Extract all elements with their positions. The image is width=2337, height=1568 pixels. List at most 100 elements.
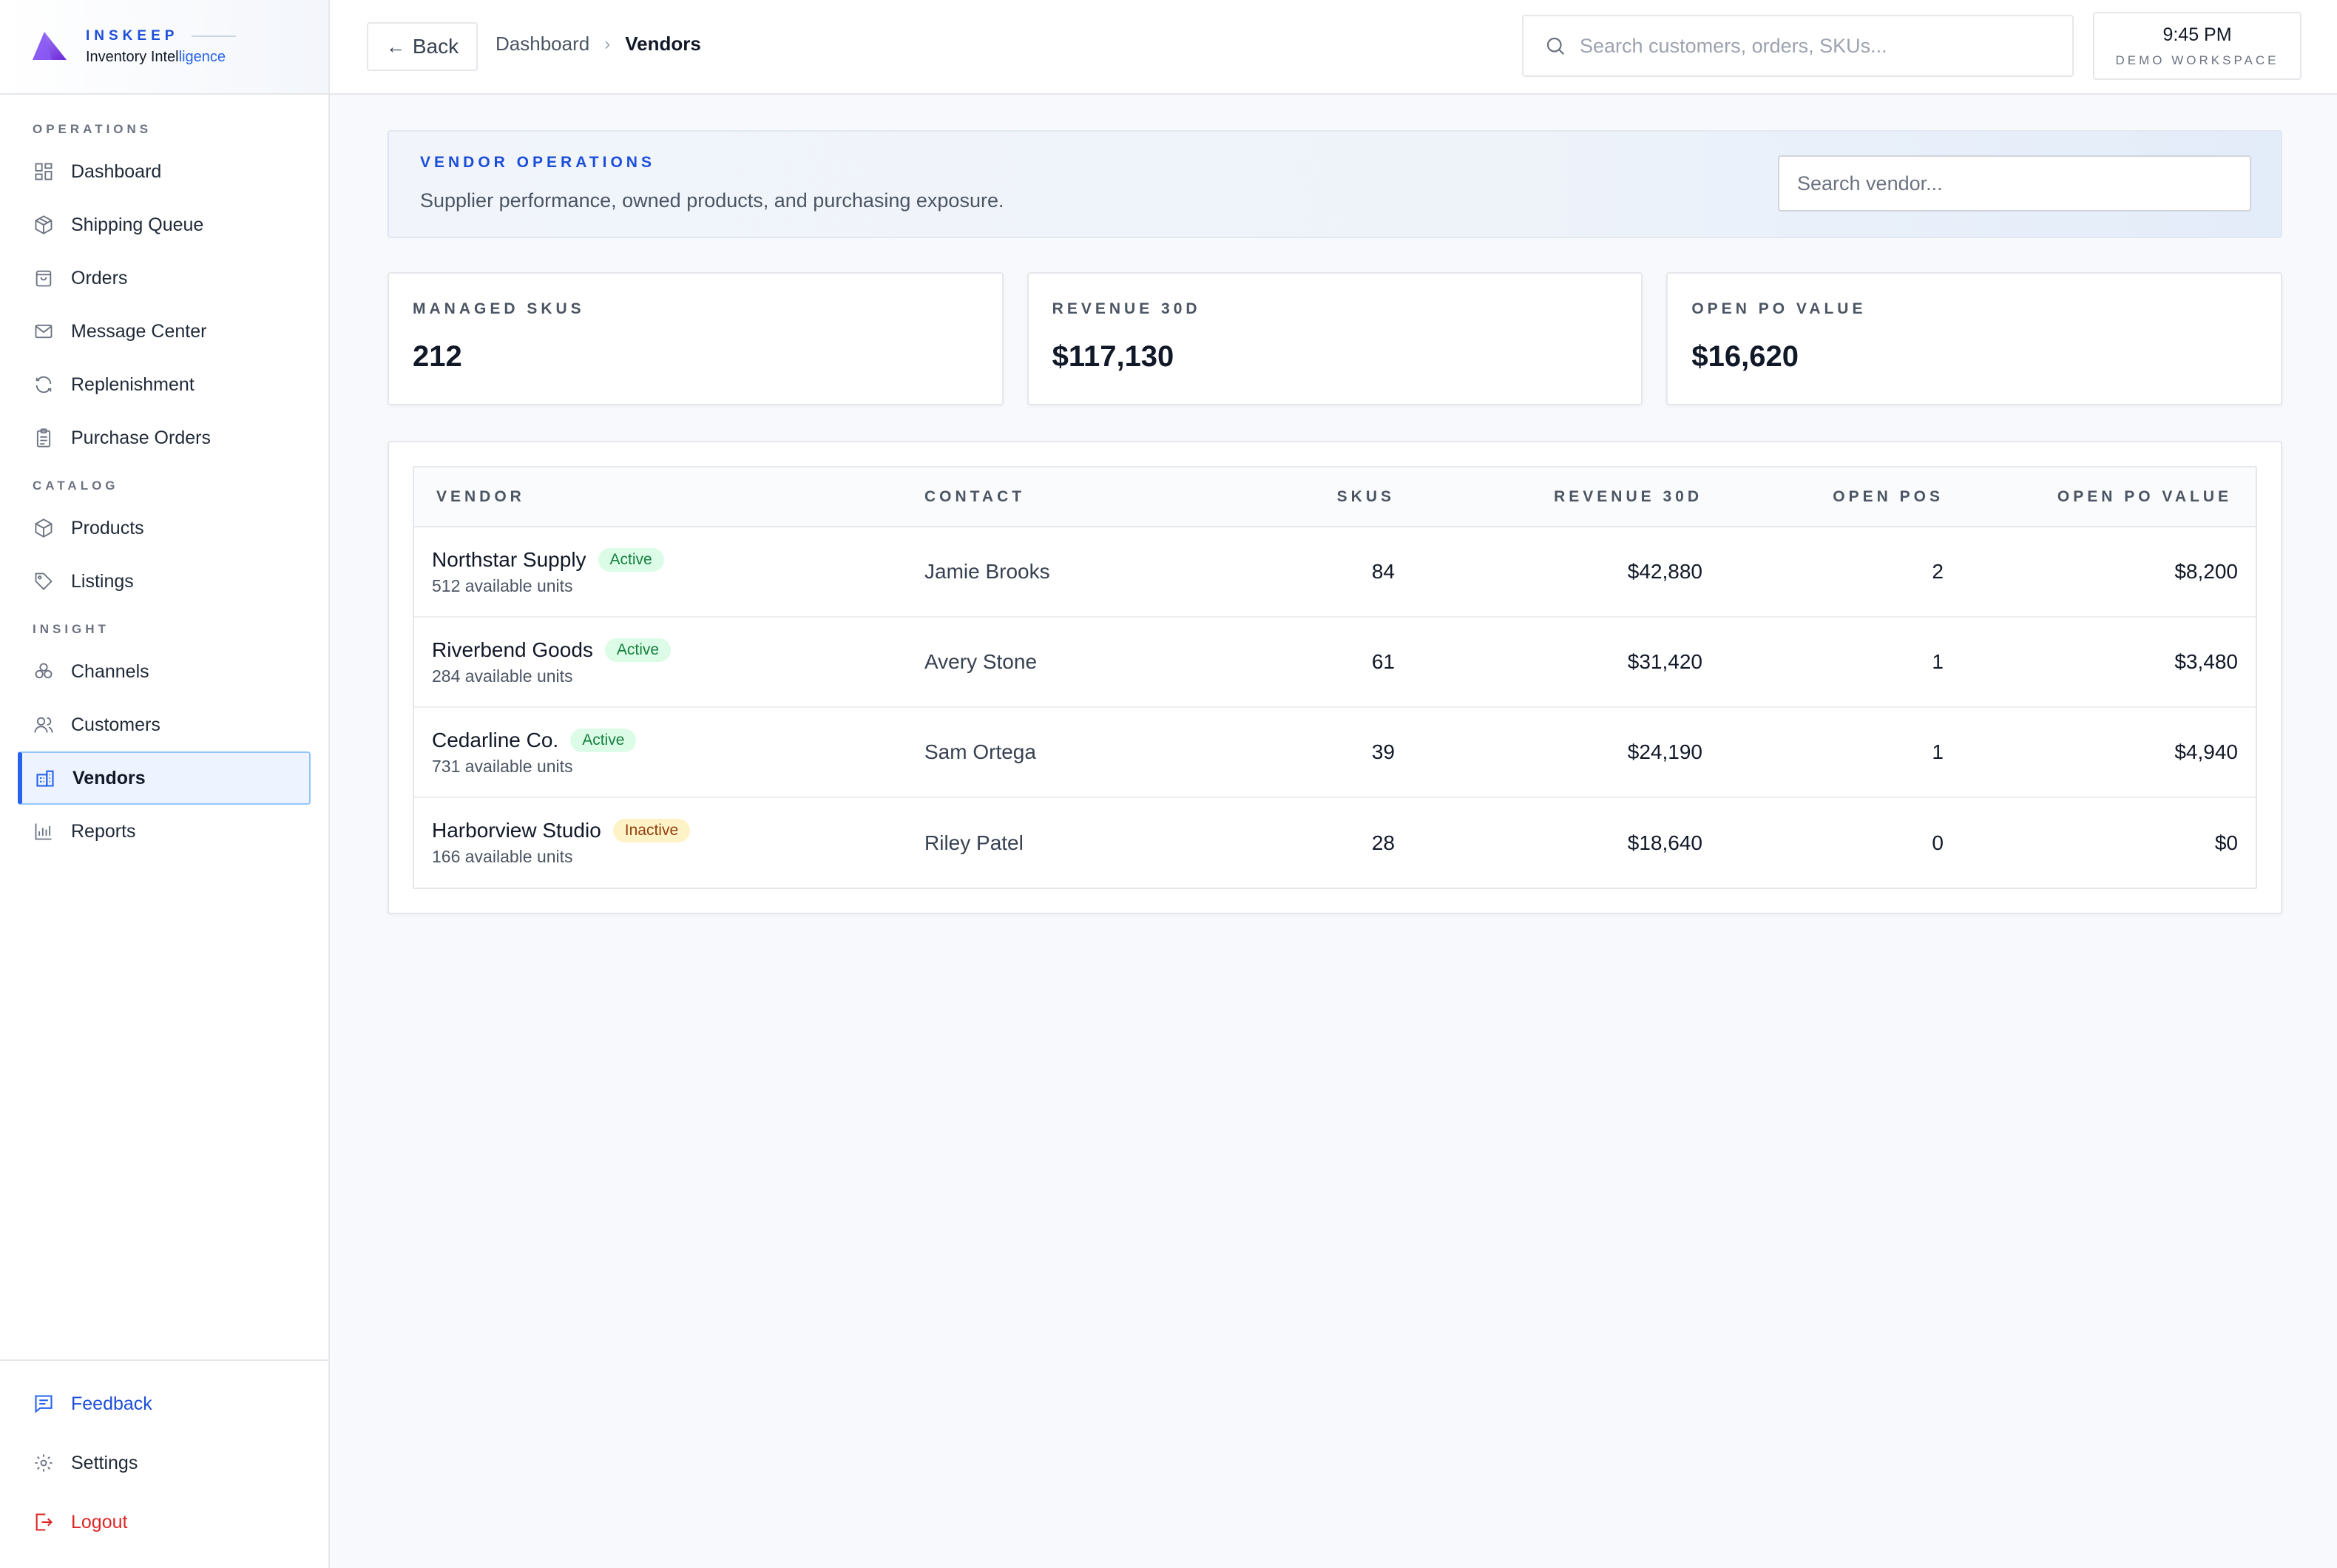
- open-pos-cell: 0: [1932, 831, 1944, 854]
- table-header-row: VENDOR CONTACT SKUS REVENUE 30D OPEN POS…: [414, 467, 2256, 527]
- back-button[interactable]: ← Back: [367, 22, 478, 71]
- tag-icon: [33, 570, 55, 592]
- bag-icon: [33, 267, 55, 289]
- column-header-open-po-value[interactable]: OPEN PO VALUE: [1944, 467, 2256, 527]
- sidebar-item-label: Reports: [71, 820, 136, 842]
- vendor-name-row: Riverbend Goods Active: [432, 638, 924, 662]
- contact-cell: Sam Ortega: [924, 740, 1036, 763]
- skus-cell: 39: [1371, 740, 1395, 763]
- revenue-cell: $31,420: [1627, 650, 1702, 673]
- open-po-value-cell: $3,480: [2174, 650, 2238, 673]
- sidebar-item-listings[interactable]: Listings: [18, 555, 311, 608]
- vendor-name[interactable]: Harborview Studio: [432, 819, 601, 842]
- sidebar-item-label: Message Center: [71, 320, 207, 342]
- clock-time: 9:45 PM: [2162, 24, 2232, 45]
- sidebar-item-dashboard[interactable]: Dashboard: [18, 145, 311, 198]
- back-label: Back: [412, 35, 459, 58]
- breadcrumb-dashboard-link[interactable]: Dashboard: [496, 33, 590, 55]
- sidebar-item-reports[interactable]: Reports: [18, 805, 311, 858]
- section-label-operations: OPERATIONS: [33, 122, 152, 136]
- vendor-cell: Harborview Studio Inactive 166 available…: [414, 797, 924, 888]
- vendor-name[interactable]: Riverbend Goods: [432, 638, 593, 661]
- column-header-revenue-30d[interactable]: REVENUE 30D: [1395, 467, 1702, 527]
- refresh-icon: [33, 374, 55, 396]
- table-row[interactable]: Northstar Supply Active 512 available un…: [414, 527, 2256, 617]
- main-content: VENDOR OPERATIONS Supplier performance, …: [330, 95, 2337, 1568]
- skus-cell: 84: [1371, 560, 1395, 583]
- brand[interactable]: INSKEEP Inventory Intelligence: [0, 0, 328, 95]
- bar-chart-icon: [33, 820, 55, 842]
- channels-icon: [33, 660, 55, 683]
- sidebar-item-label: Dashboard: [71, 160, 162, 182]
- contact-cell: Riley Patel: [924, 831, 1024, 854]
- brand-subtitle-prefix: Inventory Intel: [86, 48, 179, 65]
- status-badge: Active: [604, 638, 672, 662]
- vendors-table-wrapper: VENDOR CONTACT SKUS REVENUE 30D OPEN POS…: [413, 466, 2257, 889]
- vendor-name[interactable]: Northstar Supply: [432, 547, 586, 571]
- table-row[interactable]: Riverbend Goods Active 284 available uni…: [414, 617, 2256, 707]
- sidebar-item-message-center[interactable]: Message Center: [18, 305, 311, 358]
- sidebar-item-orders[interactable]: Orders: [18, 251, 311, 305]
- banner-description: Supplier performance, owned products, an…: [420, 189, 1004, 212]
- settings-label: Settings: [71, 1452, 138, 1473]
- sidebar-item-label: Purchase Orders: [71, 427, 211, 448]
- sidebar-item-shipping-queue[interactable]: Shipping Queue: [18, 198, 311, 251]
- vendor-search: [1778, 155, 2251, 212]
- stat-card-managed-skus: MANAGED SKUS 212: [388, 272, 1004, 405]
- sidebar-footer: Feedback Settings Logout: [0, 1359, 328, 1568]
- logo-icon: [33, 32, 67, 60]
- sidebar-item-channels[interactable]: Channels: [18, 645, 311, 698]
- breadcrumb: Dashboard › Vendors: [496, 33, 701, 55]
- feedback-icon: [33, 1393, 55, 1415]
- sidebar-item-label: Products: [71, 517, 144, 538]
- sidebar-item-customers[interactable]: Customers: [18, 698, 311, 751]
- stat-label: OPEN PO VALUE: [1691, 300, 1867, 317]
- settings-button[interactable]: Settings: [18, 1433, 311, 1493]
- sidebar-item-replenishment[interactable]: Replenishment: [18, 358, 311, 411]
- nav-insight: INSIGHT Channels Customers Vendors Repor…: [0, 608, 328, 858]
- column-header-skus[interactable]: SKUS: [1235, 467, 1395, 527]
- column-header-contact[interactable]: CONTACT: [924, 467, 1235, 527]
- vendor-cell: Cedarline Co. Active 731 available units: [414, 707, 924, 797]
- mail-icon: [33, 320, 55, 342]
- global-search-input[interactable]: [1580, 34, 2053, 58]
- feedback-button[interactable]: Feedback: [18, 1374, 311, 1433]
- sidebar-item-purchase-orders[interactable]: Purchase Orders: [18, 411, 311, 464]
- available-units: 731 available units: [432, 756, 573, 776]
- logout-button[interactable]: Logout: [18, 1493, 311, 1552]
- open-po-value-cell: $8,200: [2174, 560, 2238, 583]
- vendors-table-card: VENDOR CONTACT SKUS REVENUE 30D OPEN POS…: [388, 441, 2282, 914]
- sidebar-item-products[interactable]: Products: [18, 501, 311, 555]
- stat-label: MANAGED SKUS: [413, 300, 585, 317]
- sidebar-item-label: Vendors: [72, 767, 146, 788]
- vendor-cell: Northstar Supply Active 512 available un…: [414, 527, 924, 617]
- status-badge: Active: [570, 728, 637, 752]
- grid-icon: [33, 160, 55, 183]
- banner-eyebrow: VENDOR OPERATIONS: [420, 154, 655, 171]
- stat-value: 212: [413, 340, 462, 373]
- column-header-vendor[interactable]: VENDOR: [414, 467, 924, 527]
- table-row[interactable]: Cedarline Co. Active 731 available units…: [414, 707, 2256, 797]
- stats-row: MANAGED SKUS 212 REVENUE 30D $117,130 OP…: [388, 272, 2283, 405]
- open-pos-cell: 1: [1932, 740, 1944, 763]
- vendors-table: VENDOR CONTACT SKUS REVENUE 30D OPEN POS…: [414, 467, 2256, 888]
- clipboard-icon: [33, 427, 55, 449]
- skus-cell: 61: [1371, 650, 1395, 673]
- open-po-value-cell: $0: [2214, 831, 2238, 854]
- gear-icon: [33, 1452, 55, 1474]
- table-row[interactable]: Harborview Studio Inactive 166 available…: [414, 797, 2256, 888]
- sidebar-item-vendors[interactable]: Vendors: [18, 751, 311, 805]
- feedback-label: Feedback: [71, 1393, 152, 1414]
- column-header-open-pos[interactable]: OPEN POS: [1702, 467, 1944, 527]
- brand-subtitle: Inventory Intelligence: [86, 49, 236, 66]
- search-icon: [1546, 37, 1565, 55]
- vendor-name[interactable]: Cedarline Co.: [432, 728, 559, 751]
- workspace-label: DEMO WORKSPACE: [2115, 53, 2279, 67]
- section-label-insight: INSIGHT: [33, 622, 109, 636]
- vendor-search-input[interactable]: [1797, 172, 2250, 195]
- sidebar-item-label: Customers: [71, 714, 160, 735]
- workspace-clock: 9:45 PM DEMO WORKSPACE: [2093, 12, 2302, 80]
- building-icon: [34, 767, 56, 789]
- brand-subtitle-highlight: ligence: [178, 48, 226, 65]
- available-units: 512 available units: [432, 575, 573, 595]
